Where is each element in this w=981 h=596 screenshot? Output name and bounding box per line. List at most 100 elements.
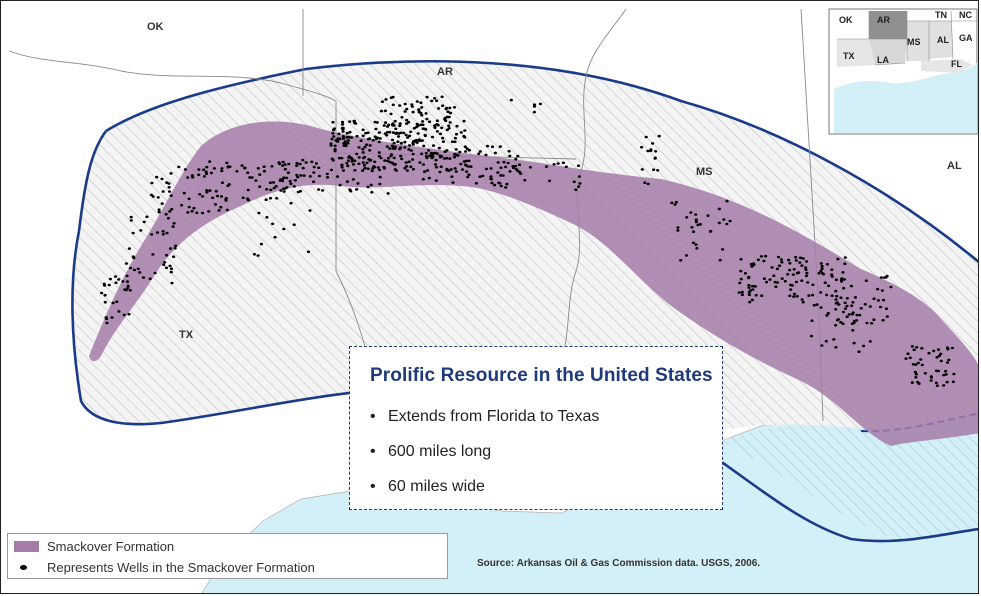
well-point (916, 380, 920, 384)
well-point (789, 288, 793, 291)
well-point (406, 136, 410, 139)
well-point (145, 215, 149, 219)
well-point (368, 149, 372, 152)
well-point (912, 348, 916, 352)
well-point (834, 308, 838, 311)
well-point (346, 141, 350, 145)
well-point (762, 277, 767, 281)
well-point (459, 131, 463, 134)
well-point (484, 167, 488, 171)
well-point (839, 296, 843, 300)
well-point (125, 280, 130, 283)
well-point (851, 301, 855, 304)
well-point (352, 119, 356, 123)
well-point (364, 131, 368, 135)
well-point (113, 275, 118, 278)
well-point (407, 144, 412, 147)
well-point (421, 177, 425, 181)
well-point (317, 188, 321, 191)
well-point (696, 223, 700, 227)
well-point (205, 190, 209, 194)
well-point (256, 254, 260, 257)
well-point (340, 166, 344, 169)
well-point (383, 132, 387, 135)
well-point (274, 185, 278, 188)
well-point (434, 165, 439, 169)
well-point (382, 124, 386, 127)
well-point (442, 157, 446, 160)
well-point (825, 263, 830, 266)
well-point (673, 203, 677, 206)
well-point (333, 144, 337, 148)
well-point (830, 273, 834, 277)
well-point (872, 318, 876, 322)
well-point (440, 95, 444, 99)
inset-label-al: AL (937, 35, 949, 45)
well-point (825, 293, 829, 297)
well-point (855, 313, 859, 317)
well-point (458, 150, 462, 154)
well-point (386, 192, 390, 195)
well-point (117, 310, 121, 313)
well-point (295, 164, 299, 167)
well-point (519, 172, 523, 175)
well-point (337, 132, 341, 136)
well-point (823, 281, 827, 285)
well-point (386, 159, 390, 163)
well-point (258, 173, 262, 176)
well-point (919, 358, 923, 361)
well-point (489, 177, 493, 180)
well-point (674, 200, 679, 204)
well-point (786, 273, 790, 276)
well-point (434, 179, 438, 182)
well-point (430, 156, 434, 160)
well-point (378, 137, 382, 140)
well-point (791, 273, 795, 276)
well-point (204, 170, 208, 174)
well-point (506, 161, 510, 165)
well-point (718, 258, 722, 262)
well-point (379, 109, 383, 113)
legend-item-wells: Represents Wells in the Smackover Format… (14, 560, 315, 575)
well-point (334, 139, 338, 142)
well-point (792, 295, 796, 298)
well-point (801, 300, 805, 304)
well-point (447, 127, 451, 130)
well-point (936, 348, 941, 351)
well-point (394, 127, 398, 131)
well-point (161, 233, 165, 236)
well-point (815, 303, 819, 306)
inset-labels: OK AR TN NC TX MS AL GA LA FL (839, 10, 973, 69)
well-point (167, 186, 171, 189)
well-point (160, 202, 164, 205)
well-point (265, 188, 269, 191)
well-point (208, 160, 212, 163)
well-point (845, 315, 849, 319)
well-point (398, 146, 403, 149)
well-point (377, 154, 381, 158)
well-point (373, 160, 377, 164)
well-point (944, 369, 948, 373)
well-point (880, 289, 885, 292)
well-point (384, 98, 388, 101)
well-point (295, 173, 299, 177)
well-point (374, 127, 378, 131)
well-point (489, 175, 493, 178)
well-point (417, 110, 421, 114)
well-point (169, 172, 173, 175)
well-point (384, 121, 388, 124)
well-point (947, 358, 951, 362)
well-point (383, 159, 387, 162)
well-point (841, 322, 845, 326)
well-point (945, 346, 950, 350)
well-point (399, 141, 403, 145)
well-point (676, 226, 680, 229)
well-point (448, 157, 452, 160)
well-point (504, 186, 508, 189)
well-point (800, 279, 804, 283)
well-point (576, 164, 581, 167)
well-point (859, 307, 863, 310)
well-point (430, 135, 435, 139)
well-point (934, 369, 939, 373)
well-point (485, 144, 490, 148)
